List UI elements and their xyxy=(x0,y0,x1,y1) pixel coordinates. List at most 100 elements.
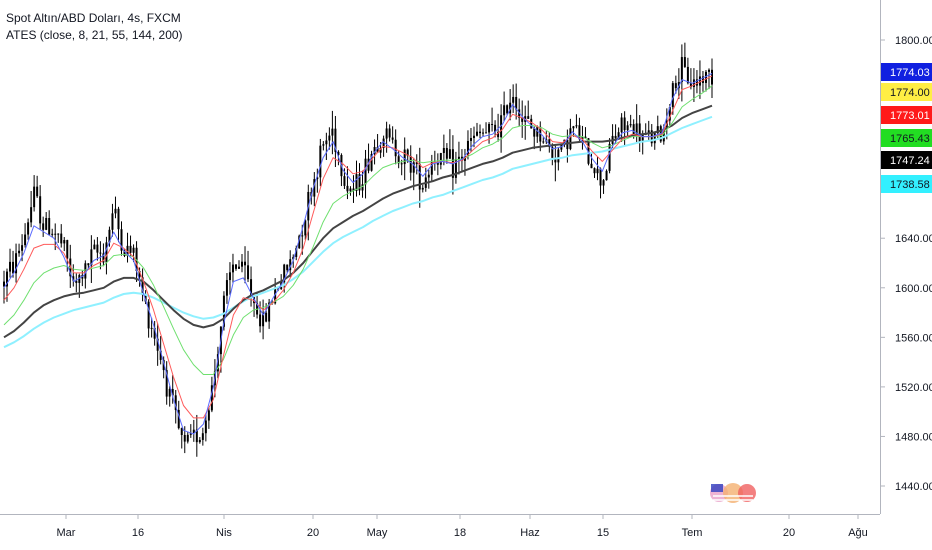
symbol-title[interactable]: Spot Altın/ABD Doları, 4s, FXCM xyxy=(6,11,181,25)
candle xyxy=(63,237,66,252)
time-tick-label: 20 xyxy=(307,527,319,539)
candle xyxy=(162,356,165,379)
candle xyxy=(527,100,530,120)
candle xyxy=(638,115,641,152)
candle xyxy=(602,178,605,194)
time-tick-label: 16 xyxy=(132,527,144,539)
candle xyxy=(90,235,93,283)
indicator-title[interactable]: ATES (close, 8, 21, 55, 144, 200) xyxy=(6,28,183,42)
price-marker-label: 1738.58 xyxy=(881,175,932,193)
candle xyxy=(623,111,626,147)
ma-144-line xyxy=(3,104,713,339)
candle xyxy=(201,427,204,446)
candle xyxy=(361,170,364,198)
candle xyxy=(701,71,704,92)
candle xyxy=(45,212,48,231)
candle xyxy=(42,216,45,237)
candle xyxy=(150,317,153,338)
price-tick-label: 1600.00 xyxy=(895,283,932,295)
candle xyxy=(497,113,500,142)
candle xyxy=(488,122,491,144)
candle xyxy=(367,143,370,174)
candle xyxy=(102,243,105,267)
candle xyxy=(388,124,391,142)
price-marker-text: 1738.58 xyxy=(890,179,930,191)
candle xyxy=(427,169,430,189)
candle xyxy=(9,248,12,278)
candle xyxy=(207,407,210,429)
candle xyxy=(364,149,367,199)
candle xyxy=(39,185,42,230)
candle xyxy=(494,120,497,138)
candle xyxy=(503,91,506,122)
price-axis[interactable] xyxy=(880,0,932,550)
candle xyxy=(192,419,195,442)
candle xyxy=(596,156,599,181)
time-axis[interactable] xyxy=(0,514,880,550)
candle xyxy=(57,233,60,243)
candle xyxy=(479,124,482,139)
candle xyxy=(551,143,554,166)
tradingview-flag-icon[interactable] xyxy=(710,483,756,503)
candle xyxy=(626,121,629,138)
candle xyxy=(108,226,111,247)
candle xyxy=(572,125,575,137)
price-tick-label: 1640.00 xyxy=(895,233,932,245)
candle xyxy=(132,244,135,263)
candle xyxy=(84,260,87,289)
candle xyxy=(313,172,316,207)
time-tick-label: 20 xyxy=(783,527,795,539)
candle xyxy=(521,100,524,138)
ma-8-line xyxy=(3,73,713,435)
price-marker-text: 1765.43 xyxy=(890,133,930,145)
candle xyxy=(195,414,198,457)
candle xyxy=(60,224,63,248)
candle xyxy=(225,273,228,304)
price-marker-label: 1747.24 xyxy=(881,151,932,169)
candle xyxy=(328,127,331,150)
time-tick-label: Ağu xyxy=(848,527,868,539)
candle xyxy=(358,163,361,196)
candle xyxy=(331,110,334,155)
candle xyxy=(33,175,36,212)
candle xyxy=(141,268,144,302)
candle xyxy=(614,124,617,144)
candle xyxy=(430,154,433,182)
candle xyxy=(629,114,632,128)
moving-averages xyxy=(3,73,713,435)
price-marker-text: 1774.03 xyxy=(890,67,930,79)
candle xyxy=(237,260,240,269)
candle xyxy=(515,83,518,120)
candle xyxy=(599,167,602,199)
price-tick-label: 1520.00 xyxy=(895,382,932,394)
candle xyxy=(189,424,192,438)
candle xyxy=(536,125,539,143)
candle xyxy=(575,114,578,129)
candle xyxy=(352,175,355,203)
time-tick-label: Haz xyxy=(520,527,540,539)
candle xyxy=(295,245,298,261)
time-tick-label: 15 xyxy=(597,527,609,539)
candle xyxy=(120,221,123,256)
candle xyxy=(234,263,237,271)
candle xyxy=(385,121,388,153)
candle xyxy=(548,132,551,153)
price-tick-label: 1480.00 xyxy=(895,431,932,443)
candle xyxy=(129,235,132,257)
candle xyxy=(216,346,219,379)
candle xyxy=(476,122,479,137)
price-marker-label: 1765.43 xyxy=(881,129,932,147)
candle xyxy=(168,385,171,407)
candle xyxy=(153,320,156,346)
candle xyxy=(75,273,78,293)
candle xyxy=(165,361,168,405)
candle xyxy=(436,153,439,176)
candle xyxy=(391,126,394,144)
candle xyxy=(554,145,557,182)
candle xyxy=(147,299,150,338)
price-marker-text: 1773.01 xyxy=(890,110,930,122)
candle xyxy=(530,114,533,129)
candle xyxy=(244,246,247,284)
